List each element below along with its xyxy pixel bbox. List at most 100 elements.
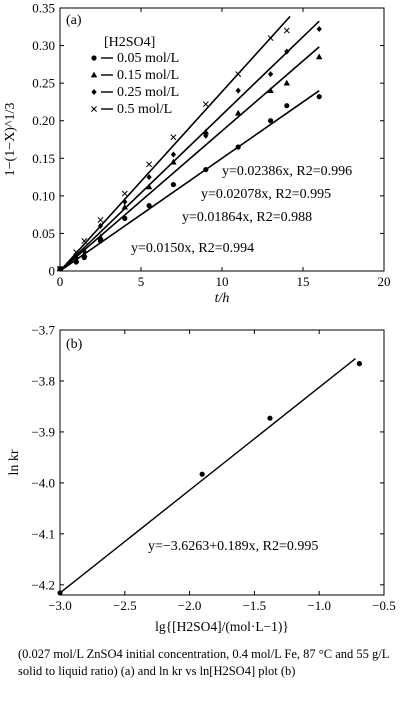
- data-point-a: [316, 53, 323, 60]
- x-axis-label-b: lg{[H2SO4]/(mol·L−1)}: [155, 619, 289, 634]
- x-tick-label-a: 15: [297, 274, 310, 289]
- fit-equation-label: y=0.01864x, R2=0.988: [182, 210, 312, 225]
- data-point-a: [267, 35, 274, 42]
- y-tick-label-b: −3.9: [31, 424, 55, 439]
- x-marker-stroke: [57, 265, 63, 272]
- fit-line-a: [59, 15, 291, 272]
- plot-b-frame: [59, 329, 385, 596]
- x-marker-stroke: [267, 35, 274, 42]
- legend-label: 0.5 mol/L: [117, 102, 172, 117]
- legend-marker: [91, 89, 97, 95]
- fit-line-b: [59, 357, 356, 594]
- y-tick-label-b: −4.2: [31, 577, 55, 592]
- data-point-a: [202, 101, 209, 108]
- x-marker-stroke: [202, 101, 209, 108]
- x-marker-stroke: [73, 249, 80, 256]
- y-tick-label-a: 0.30: [32, 38, 55, 53]
- data-point-a: [170, 151, 176, 158]
- data-point-a: [57, 265, 63, 272]
- y-tick-label-a: 0: [49, 264, 56, 279]
- data-point-a: [268, 71, 274, 78]
- y-tick-label-b: −3.8: [31, 373, 55, 388]
- data-point-a: [145, 183, 153, 190]
- y-axis-label-a: 1−(1−X)^1/3: [3, 103, 18, 177]
- y-tick-label-b: −4.0: [31, 475, 55, 490]
- x-tick-label-a: 5: [138, 274, 145, 289]
- fit-line-a: [59, 90, 320, 272]
- legend-label: 0.05 mol/L: [117, 51, 179, 66]
- x-marker-stroke: [91, 106, 97, 112]
- data-point-b: [356, 361, 362, 367]
- fit-equation-label: y=0.0150x, R2=0.994: [131, 241, 254, 256]
- data-point-a: [203, 166, 209, 173]
- data-point-a: [81, 248, 87, 255]
- legend-marker: [91, 55, 97, 61]
- data-point-a: [81, 237, 88, 244]
- data-point-b: [267, 415, 273, 421]
- fit-line-a: [59, 20, 320, 272]
- data-point-a: [73, 249, 80, 256]
- y-tick-label-b: −3.7: [31, 323, 55, 338]
- fit-equation-label-b: y=−3.6263+0.189x, R2=0.995: [148, 539, 318, 554]
- fit-line-a: [59, 46, 320, 272]
- x-marker-stroke: [283, 27, 290, 34]
- data-point-b: [199, 471, 205, 477]
- y-tick-label-a: 0.20: [32, 113, 55, 128]
- panel-label-b: (b): [66, 337, 83, 352]
- data-point-a: [97, 233, 104, 240]
- legend-marker: [91, 106, 97, 112]
- data-point-a: [235, 144, 241, 150]
- figure-caption: (0.027 mol/L ZnSO4 initial concentration…: [18, 647, 389, 678]
- data-point-a: [235, 87, 241, 94]
- x-marker-stroke: [97, 216, 104, 223]
- data-point-a: [146, 174, 152, 181]
- data-point-a: [146, 203, 152, 209]
- panel-label-a: (a): [66, 13, 82, 28]
- data-point-a: [283, 27, 290, 34]
- x-tick-label-b: −1.0: [307, 598, 331, 613]
- data-point-a: [267, 87, 274, 94]
- data-point-a: [97, 238, 104, 244]
- data-point-a: [235, 109, 242, 116]
- data-point-a: [268, 118, 274, 124]
- x-marker-stroke: [121, 190, 128, 197]
- x-tick-label-a: 20: [378, 274, 391, 289]
- data-point-b: [57, 590, 63, 596]
- y-tick-label-a: 0.35: [32, 1, 55, 16]
- data-point-a: [284, 103, 290, 109]
- x-tick-label-a: 10: [216, 274, 229, 289]
- data-point-a: [170, 134, 177, 141]
- data-point-a: [283, 79, 290, 86]
- data-point-a: [203, 132, 209, 139]
- x-tick-label-b: −1.5: [243, 598, 267, 613]
- legend-label: 0.25 mol/L: [117, 85, 179, 100]
- data-point-a: [121, 190, 128, 197]
- y-tick-label-b: −4.1: [31, 526, 55, 541]
- data-point-a: [73, 254, 79, 261]
- x-tick-label-b: −0.5: [372, 598, 396, 613]
- data-point-a: [170, 181, 176, 188]
- legend-marker: [90, 71, 98, 78]
- x-axis-label-a: t/h: [215, 291, 230, 306]
- legend-title: [H2SO4]: [104, 35, 155, 50]
- x-marker-stroke: [146, 161, 153, 168]
- x-tick-label-b: −2.0: [178, 598, 202, 613]
- data-point-a: [146, 161, 153, 168]
- x-tick-label-b: −2.5: [113, 598, 137, 613]
- x-marker-stroke: [235, 71, 242, 78]
- fit-equation-label: y=0.02078x, R2=0.995: [201, 187, 331, 202]
- y-tick-label-a: 0.15: [32, 151, 55, 166]
- data-point-a: [316, 26, 322, 33]
- data-point-a: [235, 71, 242, 78]
- y-tick-label-a: 0.25: [32, 76, 55, 91]
- data-point-a: [97, 216, 104, 223]
- y-tick-label-a: 0.05: [32, 226, 55, 241]
- x-tick-label-b: −3.0: [48, 598, 72, 613]
- y-axis-label-b: ln kr: [7, 449, 22, 475]
- legend-label: 0.15 mol/L: [117, 68, 179, 83]
- fit-equation-label: y=0.02386x, R2=0.996: [222, 164, 352, 179]
- x-tick-label-a: 0: [57, 274, 64, 289]
- data-point-a: [284, 48, 290, 55]
- y-tick-label-a: 0.10: [32, 188, 55, 203]
